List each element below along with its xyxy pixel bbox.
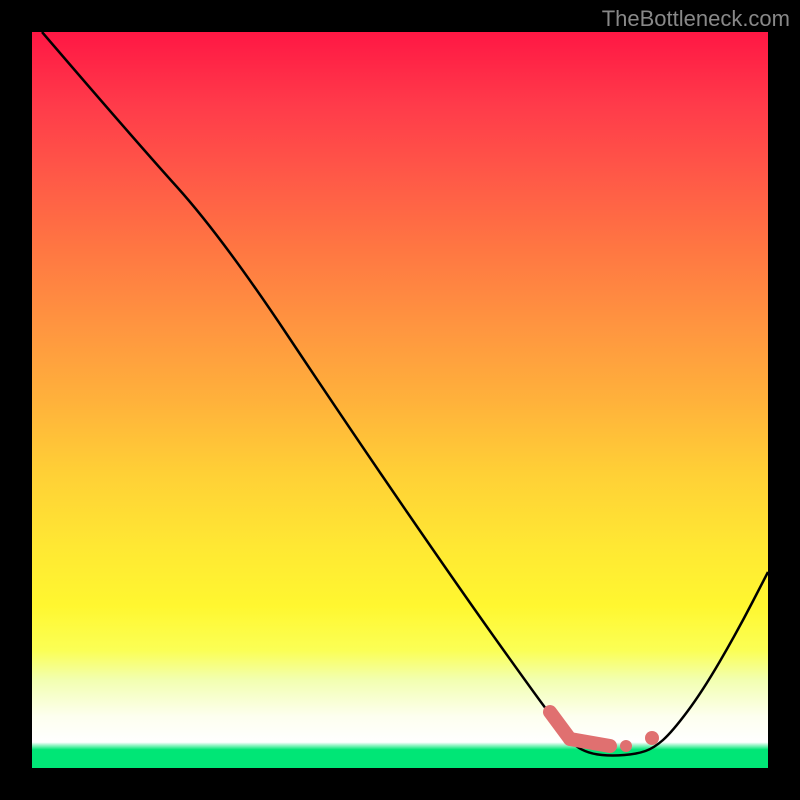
valley-segment — [570, 739, 610, 746]
valley-dot — [620, 740, 632, 752]
gradient-background — [32, 32, 768, 768]
watermark-text: TheBottleneck.com — [602, 6, 790, 32]
valley-dot — [645, 731, 659, 745]
chart-plot-area — [32, 32, 768, 768]
chart-svg — [32, 32, 768, 768]
